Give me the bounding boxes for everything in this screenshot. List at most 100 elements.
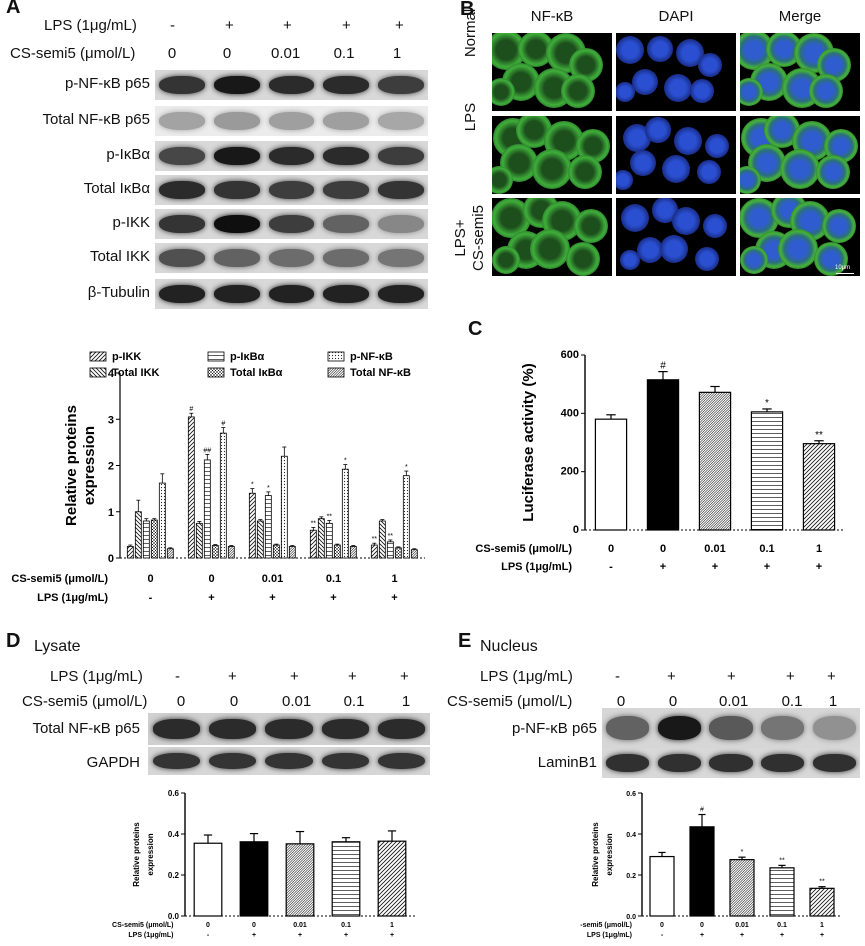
micrograph-row-label: Normal: [462, 8, 479, 58]
blot-band: [812, 716, 856, 740]
cell: [492, 78, 515, 106]
legend-swatch: [89, 351, 107, 362]
panel-b-label: B: [460, 0, 475, 20]
merged-cell: [822, 209, 856, 243]
blot-band: [265, 719, 313, 739]
row-label-lps: LPS (1μg/mL): [587, 932, 632, 939]
cs-concentration: 0.01: [282, 693, 312, 710]
merged-cell: [740, 78, 763, 106]
nucleus: [672, 207, 700, 235]
legend-swatch: [207, 351, 225, 362]
panel-d-title: Lysate: [34, 638, 81, 655]
y-axis-label-line: expression: [81, 426, 98, 505]
panel-d-cs-label: CS-semi5 (μmol/L): [22, 693, 148, 710]
blot-band: [213, 112, 260, 130]
blot-label: p-IKK: [112, 214, 150, 231]
blot-strip: [155, 243, 428, 273]
cs-concentration: 0: [608, 543, 614, 555]
panel-a-cs-label: CS-semi5 (μmol/L): [10, 45, 136, 62]
micrograph: [616, 116, 736, 194]
merged-cell: [740, 246, 768, 274]
bar: [331, 841, 361, 917]
panel-d-chart: 0.0 0.2 0.4 0.6 0 - 0 +0.01 +0.1 +1 + CS-semi5 (μmo…: [112, 789, 415, 939]
nucleus: [664, 74, 692, 102]
panel-a-label: A: [6, 0, 21, 18]
nucleus: [705, 134, 729, 158]
merged-cell: [809, 74, 843, 108]
nucleus: [616, 170, 633, 190]
lps-sign: +: [820, 932, 824, 939]
blot-band: [159, 249, 206, 267]
legend-label: Total NF-κB: [350, 367, 411, 379]
nucleus: [695, 247, 719, 271]
y-axis-label-line: Relative proteins: [591, 822, 600, 887]
y-tick-label: 3: [108, 414, 114, 426]
blot-label: p-NF-κB p65: [64, 75, 150, 92]
blot-band: [268, 249, 315, 267]
y-tick-label: 600: [561, 349, 579, 361]
blot-strip: [602, 748, 860, 778]
y-axis-label-line: Relative proteins: [63, 405, 80, 526]
bar: [227, 546, 235, 559]
cs-concentration: 0: [222, 45, 232, 62]
y-tick-label: 0.4: [626, 832, 636, 839]
blot-band: [709, 716, 753, 740]
significance-mark: *: [405, 464, 408, 471]
lps-sign: +: [764, 561, 770, 573]
blot-band: [208, 719, 257, 739]
blot-band: [377, 285, 424, 303]
nucleus: [636, 236, 664, 264]
y-tick-label: 0.6: [168, 789, 180, 798]
lps-sign: +: [391, 592, 397, 604]
micrograph: [616, 198, 736, 276]
cs-concentration: 0.01: [704, 543, 725, 555]
bar: [203, 459, 211, 559]
lps-sign: +: [330, 592, 336, 604]
panel-e-title: Nucleus: [480, 638, 538, 655]
significance-mark: **: [388, 533, 394, 540]
panel-d-lps-label: LPS (1μg/mL): [50, 668, 143, 685]
lps-sign: +: [395, 17, 404, 34]
row-label-cs: CS-semi5 (μmol/L): [112, 922, 173, 929]
bar: [325, 522, 333, 559]
blot-band: [812, 754, 856, 772]
y-axis-label: Relative proteins expression: [63, 405, 98, 526]
micrograph: [492, 116, 612, 194]
blot-band: [213, 215, 260, 233]
nucleus: [647, 36, 673, 62]
blot-band: [213, 285, 260, 303]
bar: [646, 379, 680, 531]
significance-mark: *: [344, 458, 347, 465]
row-label-cs: CS-semi5 (μmol/L): [580, 922, 632, 929]
legend-label: Total IKK: [112, 367, 160, 379]
blot-label: p-IκBα: [106, 146, 150, 163]
significance-mark: #: [189, 406, 193, 413]
blot-band: [323, 147, 370, 165]
cs-concentration: 0: [252, 922, 256, 929]
blot-band: [323, 285, 370, 303]
bar: [193, 842, 223, 917]
y-tick-label: 0.6: [626, 791, 636, 798]
panel-c-chart: 0 200 400 600 0 - #0 +0.01 + * 0.1 + ** 1 + CS-semi5 (μ…: [475, 349, 845, 573]
legend-label: p-IKK: [112, 351, 141, 363]
blot-band: [323, 249, 370, 267]
lps-sign: +: [727, 668, 736, 685]
cs-concentration: 1: [820, 922, 824, 929]
cs-concentration: 0.01: [735, 922, 749, 929]
row-label-cs: CS-semi5 (μmol/L): [11, 573, 108, 585]
cs-concentration: 0: [208, 573, 214, 585]
blot-band: [321, 752, 370, 770]
y-tick-label: 0.0: [168, 912, 180, 921]
bar: [377, 840, 407, 917]
nucleus: [645, 117, 671, 143]
micrograph-column-label: Merge: [778, 8, 822, 25]
nucleus: [620, 250, 640, 270]
blot-label: p-NF-κB p65: [511, 720, 597, 737]
row-label-lps: LPS (1μg/mL): [37, 592, 108, 604]
lps-sign: +: [225, 17, 234, 34]
cs-concentration: 0.01: [262, 573, 283, 585]
blot-strip: [155, 175, 428, 205]
blot-band: [377, 147, 424, 165]
lps-sign: -: [175, 668, 180, 685]
cell: [492, 246, 520, 274]
